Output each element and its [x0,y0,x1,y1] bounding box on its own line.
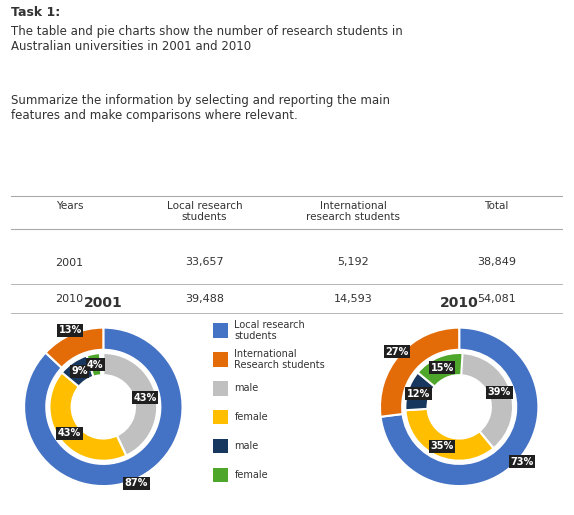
Text: 35%: 35% [430,441,454,451]
Text: International
Research students: International Research students [234,349,325,370]
Text: Summarize the information by selecting and reporting the main
features and make : Summarize the information by selecting a… [11,94,390,122]
Text: 5,192: 5,192 [338,258,369,267]
Text: 14,593: 14,593 [333,294,373,303]
Text: Total: Total [484,201,509,211]
Wedge shape [418,353,463,387]
Bar [213,468,228,482]
Text: female: female [234,412,268,422]
Wedge shape [405,409,494,461]
Text: 38,849: 38,849 [477,258,516,267]
Text: male: male [234,383,259,393]
Text: 73%: 73% [510,457,533,467]
Text: Task 1:: Task 1: [11,6,61,19]
Text: 4%: 4% [87,360,103,370]
Wedge shape [103,353,157,456]
Text: 13%: 13% [59,325,82,335]
Bar [213,352,228,367]
Text: 2010: 2010 [440,296,479,310]
Text: 9%: 9% [71,367,87,376]
Text: 12%: 12% [407,389,430,399]
Text: Local research
students: Local research students [166,201,242,222]
Wedge shape [49,372,126,461]
Wedge shape [380,328,459,417]
Text: 39%: 39% [488,387,511,398]
Text: 27%: 27% [385,347,409,357]
Bar [213,323,228,338]
Text: female: female [234,470,268,480]
Text: 33,657: 33,657 [185,258,224,267]
Text: 2001: 2001 [56,258,84,267]
Wedge shape [459,353,513,449]
Text: 54,081: 54,081 [477,294,516,303]
Wedge shape [24,328,183,486]
Text: Local research
students: Local research students [234,320,305,341]
Bar [213,439,228,453]
Wedge shape [45,328,103,368]
Text: 15%: 15% [430,363,454,372]
Bar [213,381,228,396]
Bar [213,410,228,424]
Text: 43%: 43% [58,428,81,438]
Text: male: male [234,441,259,451]
Text: 2010: 2010 [56,294,84,303]
Text: Years: Years [56,201,83,211]
Wedge shape [62,356,94,387]
Text: 87%: 87% [125,478,148,488]
Text: 43%: 43% [133,392,157,403]
Text: The table and pie charts show the number of research students in
Australian univ: The table and pie charts show the number… [11,25,403,54]
Wedge shape [381,328,538,486]
Wedge shape [405,372,435,410]
Text: International
research students: International research students [306,201,400,222]
Text: 39,488: 39,488 [185,294,224,303]
Wedge shape [87,353,102,376]
Text: 2001: 2001 [84,296,123,310]
